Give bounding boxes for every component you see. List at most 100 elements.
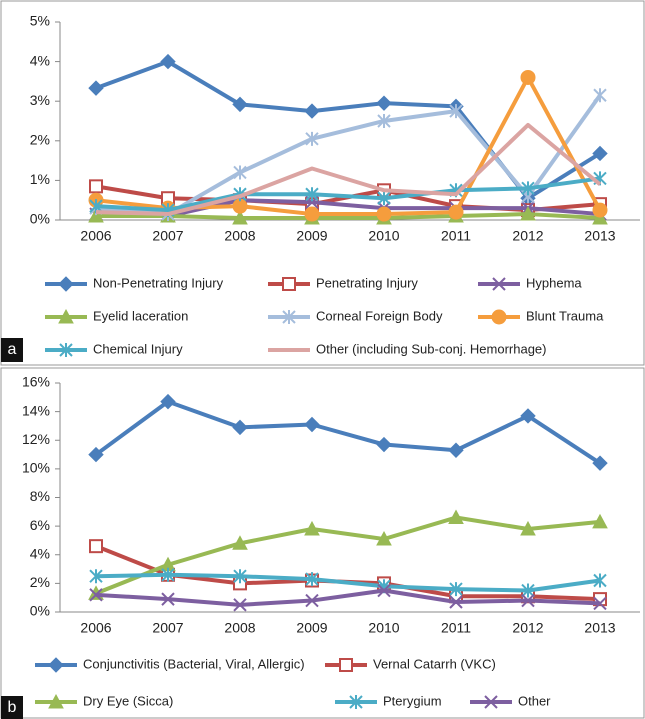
marker (520, 520, 536, 536)
marker (376, 530, 392, 546)
x-tick-label: 2010 (368, 620, 399, 636)
marker (376, 436, 392, 453)
marker (232, 535, 248, 550)
y-tick-label: 3% (30, 92, 50, 108)
marker (305, 593, 319, 608)
y-tick-label: 1% (30, 171, 50, 187)
marker (305, 572, 319, 587)
marker (592, 145, 608, 162)
x-tick-label: 2007 (152, 620, 183, 636)
series-line (95, 198, 601, 219)
legend-label: Vernal Catarrh (VKC) (373, 656, 496, 671)
x-tick-label: 2008 (224, 620, 255, 636)
marker (88, 207, 104, 223)
marker (232, 419, 248, 436)
marker (449, 104, 463, 119)
x-tick-label: 2013 (584, 228, 615, 244)
legend-marker (58, 308, 74, 324)
series-line (95, 588, 601, 607)
marker (448, 442, 464, 458)
x-tick-label: 2006 (80, 228, 111, 244)
y-tick-label: 8% (30, 488, 50, 504)
x-tick-label: 2007 (152, 228, 183, 244)
marker (449, 595, 463, 609)
legend-marker (59, 343, 73, 357)
marker (377, 583, 391, 598)
series-line (95, 515, 601, 596)
marker (592, 513, 608, 529)
series-line (96, 212, 601, 221)
x-tick-label: 2009 (296, 620, 327, 636)
y-tick-label: 4% (30, 52, 50, 68)
marker (89, 179, 103, 194)
x-tick-label: 2012 (512, 228, 543, 244)
legend-label: Conjunctivitis (Bacterial, Viral, Allerg… (83, 656, 305, 671)
marker (593, 573, 607, 588)
marker (376, 95, 392, 111)
y-tick-label: 4% (30, 545, 50, 561)
marker (448, 509, 464, 525)
y-tick-label: 6% (30, 517, 50, 533)
x-tick-label: 2012 (512, 620, 543, 636)
marker (449, 582, 463, 597)
legend-marker (484, 695, 498, 709)
marker (89, 199, 103, 214)
marker (521, 583, 535, 598)
marker (160, 53, 176, 70)
marker (376, 206, 392, 222)
marker (305, 187, 319, 202)
y-tick-label: 10% (22, 460, 50, 476)
series-line (95, 176, 601, 213)
marker (233, 569, 247, 584)
marker (520, 206, 536, 221)
marker (89, 569, 103, 584)
x-tick-label: 2010 (368, 228, 399, 244)
panel-label-bg (1, 696, 23, 719)
marker (520, 408, 536, 424)
marker (233, 598, 247, 612)
panel-label: a (8, 341, 17, 358)
y-tick-label: 5% (30, 13, 50, 29)
x-tick-label: 2006 (80, 620, 111, 636)
marker (304, 103, 320, 119)
legend-marker (349, 695, 363, 709)
marker (377, 191, 391, 206)
legend-label: Other (including Sub-conj. Hemorrhage) (316, 341, 547, 356)
marker (377, 114, 391, 128)
marker (232, 96, 248, 113)
marker (161, 567, 175, 582)
marker (592, 455, 608, 471)
legend-marker (48, 693, 64, 709)
marker (521, 593, 535, 608)
legend-label: Eyelid laceration (93, 308, 188, 323)
y-tick-label: 16% (22, 374, 50, 390)
legend-label: Penetrating Injury (316, 275, 418, 290)
legend-label: Blunt Trauma (526, 308, 604, 323)
marker (233, 165, 247, 180)
marker (593, 88, 607, 103)
marker (160, 393, 176, 410)
legend-marker (492, 277, 506, 291)
x-tick-label: 2009 (296, 228, 327, 244)
legend-label: Dry Eye (Sicca) (83, 693, 173, 708)
x-tick-label: 2011 (441, 228, 471, 244)
legend-marker (282, 310, 296, 324)
x-tick-label: 2011 (441, 620, 471, 636)
marker (304, 206, 320, 222)
legend-marker (58, 276, 74, 292)
y-tick-label: 2% (30, 132, 50, 148)
marker (232, 209, 248, 225)
legend-label: Pterygium (383, 693, 442, 708)
marker (305, 131, 319, 146)
legend-label: Corneal Foreign Body (316, 308, 443, 323)
panel-label-bg (1, 338, 23, 362)
marker (521, 181, 535, 196)
x-tick-label: 2013 (584, 620, 615, 636)
panel-label: b (8, 699, 17, 716)
legend-marker (282, 277, 296, 291)
legend-marker (48, 657, 64, 673)
marker (161, 592, 175, 606)
marker (304, 520, 320, 536)
